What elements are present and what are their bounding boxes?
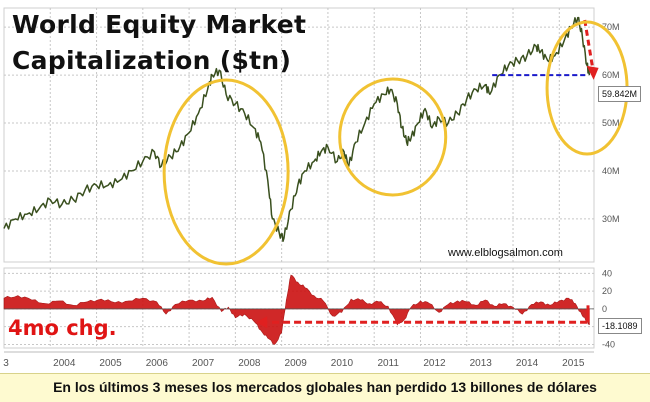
change-panel-label: 4mo chg. [8,316,117,340]
x-tick-label: 2009 [285,358,308,369]
top-panel-frame [3,7,595,263]
x-tick-label: 2005 [99,358,122,369]
y-tick-label-top: 40M [602,166,620,176]
x-tick-label: 2015 [562,358,585,369]
x-tick-label: 2004 [53,358,76,369]
x-tick-label: 2008 [238,358,261,369]
y-tick-label-bottom: 20 [602,286,612,296]
last-value-badge-top: 59.842M [598,86,642,102]
change-area-series [3,274,590,345]
x-tick-label: 2014 [516,358,539,369]
x-tick-label: 2013 [470,358,493,369]
x-tick-label: 2006 [146,358,169,369]
x-tick-label: 3 [3,358,9,369]
x-tick-label: 2011 [377,358,399,369]
y-tick-label-bottom: 40 [602,268,612,278]
source-watermark: www.elblogsalmon.com [448,247,563,259]
x-tick-label: 2010 [331,358,354,369]
drop-arrow-shaft [583,19,595,69]
drop-arrow-head [586,65,599,80]
chart-title-line-1: World Equity Market [12,10,307,39]
y-tick-label-top: 50M [602,118,620,128]
x-tick-label: 2012 [423,358,446,369]
x-tick-label: 2007 [192,358,215,369]
chart-title-line-2: Capitalization ($tn) [12,46,292,75]
y-tick-label-top: 70M [602,22,620,32]
caption-banner: En los últimos 3 meses los mercados glob… [0,373,650,402]
equity-line-series [3,16,591,243]
compare-arrow-head [256,316,268,329]
last-value-badge-bottom: -18.1089 [598,318,642,334]
y-tick-label-top: 30M [602,214,620,224]
y-tick-label-bottom: 0 [602,304,607,314]
highlight-ellipse-2011 [338,77,448,197]
y-tick-label-top: 60M [602,70,620,80]
highlight-ellipse-2008 [162,78,290,266]
y-tick-label-bottom: -40 [602,339,615,349]
